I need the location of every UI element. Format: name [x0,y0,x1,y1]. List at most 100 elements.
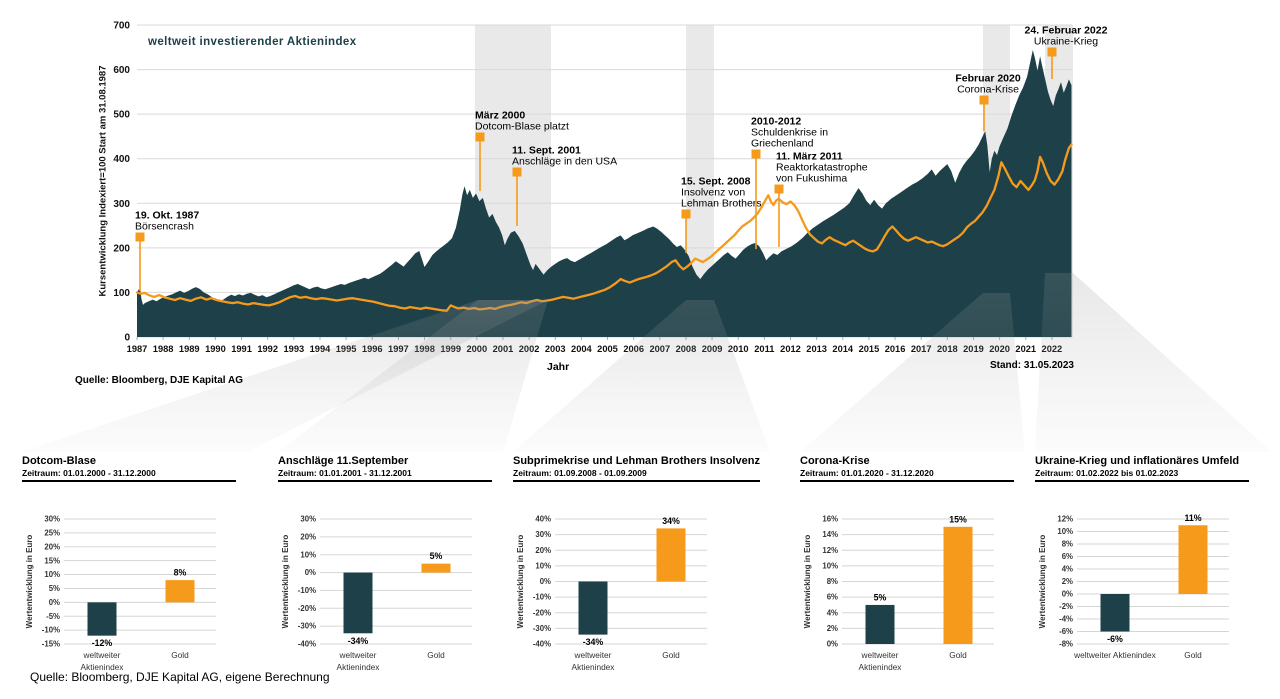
annotation-date: 11. März 2011 [776,151,843,163]
x-tick-label: 2002 [519,344,540,354]
mini-y-tick-label: -40% [533,640,551,649]
mini-y-tick-label: 0% [49,598,60,607]
event-marker [135,232,145,242]
bar-value-label: -6% [1107,634,1123,644]
annotation-text: Dotcom-Blase platzt [475,121,569,133]
mini-chart-period: Zeitraum: 01.01.2000 - 31.12.2000 [22,468,156,478]
x-tick-label: 1992 [257,344,278,354]
x-tick-label: 2001 [493,344,514,354]
y-tick-label: 0 [124,333,130,344]
bar-value-label: -34% [583,637,604,647]
y-tick-label: 300 [113,199,130,210]
main-chart-title: weltweit investierender Aktienindex [148,36,357,48]
mini-chart-title: Corona-Krise [800,455,870,467]
mini-chart-title: Ukraine-Krieg und inflationäres Umfeld [1035,455,1240,467]
mini-y-tick-label: 0% [540,577,551,586]
mini-y-tick-label: 8% [1062,540,1073,549]
x-tick-label: 1988 [153,344,174,354]
mini-y-tick-label: -10% [533,593,551,602]
mini-y-tick-label: 10% [822,561,838,570]
x-tick-label: 2018 [937,344,958,354]
annotation-text: Schuldenkrise in [751,127,828,139]
bar-category-label: Aktienindex [337,662,381,672]
event-marker [512,167,522,177]
annotation-date: Februar 2020 [955,73,1021,85]
equity-bar [865,604,895,644]
x-tick-label: 2019 [963,344,984,354]
mini-y-tick-label: 10% [300,550,316,559]
mini-chart-header: Subprimekrise und Lehman Brothers Insolv… [513,455,760,482]
y-tick-label: 500 [113,110,130,121]
x-tick-label: 2020 [989,344,1010,354]
mini-chart-title: Dotcom-Blase [22,455,96,467]
mini-chart-3: Corona-Krise Zeitraum: 01.01.2020 - 31.12… [800,455,1050,685]
mini-y-axis-title: Wertentwicklung in Euro [281,535,290,629]
mini-y-axis-title: Wertentwicklung in Euro [803,535,812,629]
equity-bar [87,602,117,636]
bar-value-label: 34% [662,516,680,526]
main-chart-source: Quelle: Bloomberg, DJE Kapital AG [75,375,243,386]
gold-line-series [135,143,1073,312]
bar-category-label: Aktienindex [859,662,903,672]
mini-y-tick-label: -6% [1059,627,1073,636]
x-tick-label: 2017 [911,344,932,354]
x-tick-label: 2014 [832,344,854,354]
bar-category-label: Gold [949,650,967,660]
main-y-axis-title: Kursentwicklung Indexiert=100 Start am 3… [97,65,109,297]
mini-y-tick-label: 14% [822,530,838,539]
mini-y-tick-label: 30% [44,515,60,524]
gold-bar [165,580,195,603]
mini-chart-title: Anschläge 11.September [278,455,409,467]
x-tick-label: 2021 [1015,344,1036,354]
mini-chart-4: Ukraine-Krieg und inflationäres Umfeld Ze… [1035,455,1280,685]
annotation-date: 11. Sept. 2001 [512,145,581,157]
mini-y-tick-label: 12% [822,546,838,555]
footer-source: Quelle: Bloomberg, DJE Kapital AG, eigen… [30,670,330,684]
annotation-text: Anschläge in den USA [512,156,617,168]
x-tick-label: 2022 [1042,344,1063,354]
equity-bar [578,581,608,635]
mini-y-tick-label: 6% [827,593,838,602]
bar-category-label: Gold [427,650,445,660]
mini-chart-header: Dotcom-Blase Zeitraum: 01.01.2000 - 31.12… [22,455,236,482]
gold-bar [1178,525,1208,594]
mini-y-tick-label: -20% [533,608,551,617]
mini-y-tick-label: 2% [827,624,838,633]
annotation-text: Insolvenz von [681,187,745,199]
mini-y-tick-label: 30% [300,515,316,524]
annotation-text: Lehman Brothers [681,198,762,210]
mini-y-tick-label: 0% [1062,590,1073,599]
x-tick-label: 2013 [806,344,827,354]
bar-value-label: 11% [1184,513,1201,523]
bar-value-label: -12% [92,638,113,648]
x-tick-label: 1994 [310,344,332,354]
mini-chart-0: Dotcom-Blase Zeitraum: 01.01.2000 - 31.12… [22,455,272,685]
y-tick-label: 600 [113,65,130,76]
mini-y-tick-label: 20% [44,542,60,551]
bar-value-label: -34% [348,636,369,646]
x-tick-label: 1998 [414,344,435,354]
mini-y-tick-label: 10% [1057,527,1073,536]
bar-category-label: weltweiter [574,650,612,660]
bar-category-label: weltweiter [339,650,377,660]
mini-chart-plot: Wertentwicklung in Euro 16% 14% 12% 10% 8% 6% 4… [803,514,994,672]
mini-y-tick-label: -20% [298,604,316,613]
x-tick-label: 2004 [571,344,593,354]
mini-chart-1: Anschläge 11.September Zeitraum: 01.01.20… [278,455,528,685]
event-marker [681,209,691,219]
bar-category-label: weltweiter [861,650,899,660]
annotation-date: März 2000 [475,110,525,122]
x-tick-label: 2000 [466,344,487,354]
gold-bar [943,526,973,644]
x-tick-label: 2011 [754,344,774,354]
mini-chart-header: Anschläge 11.September Zeitraum: 01.01.20… [278,455,492,482]
x-tick-label: 1989 [179,344,200,354]
mini-y-tick-label: 15% [44,556,60,565]
mini-y-tick-label: 8% [827,577,838,586]
annotation-text: Corona-Krise [957,84,1019,96]
y-tick-label: 200 [113,243,130,254]
